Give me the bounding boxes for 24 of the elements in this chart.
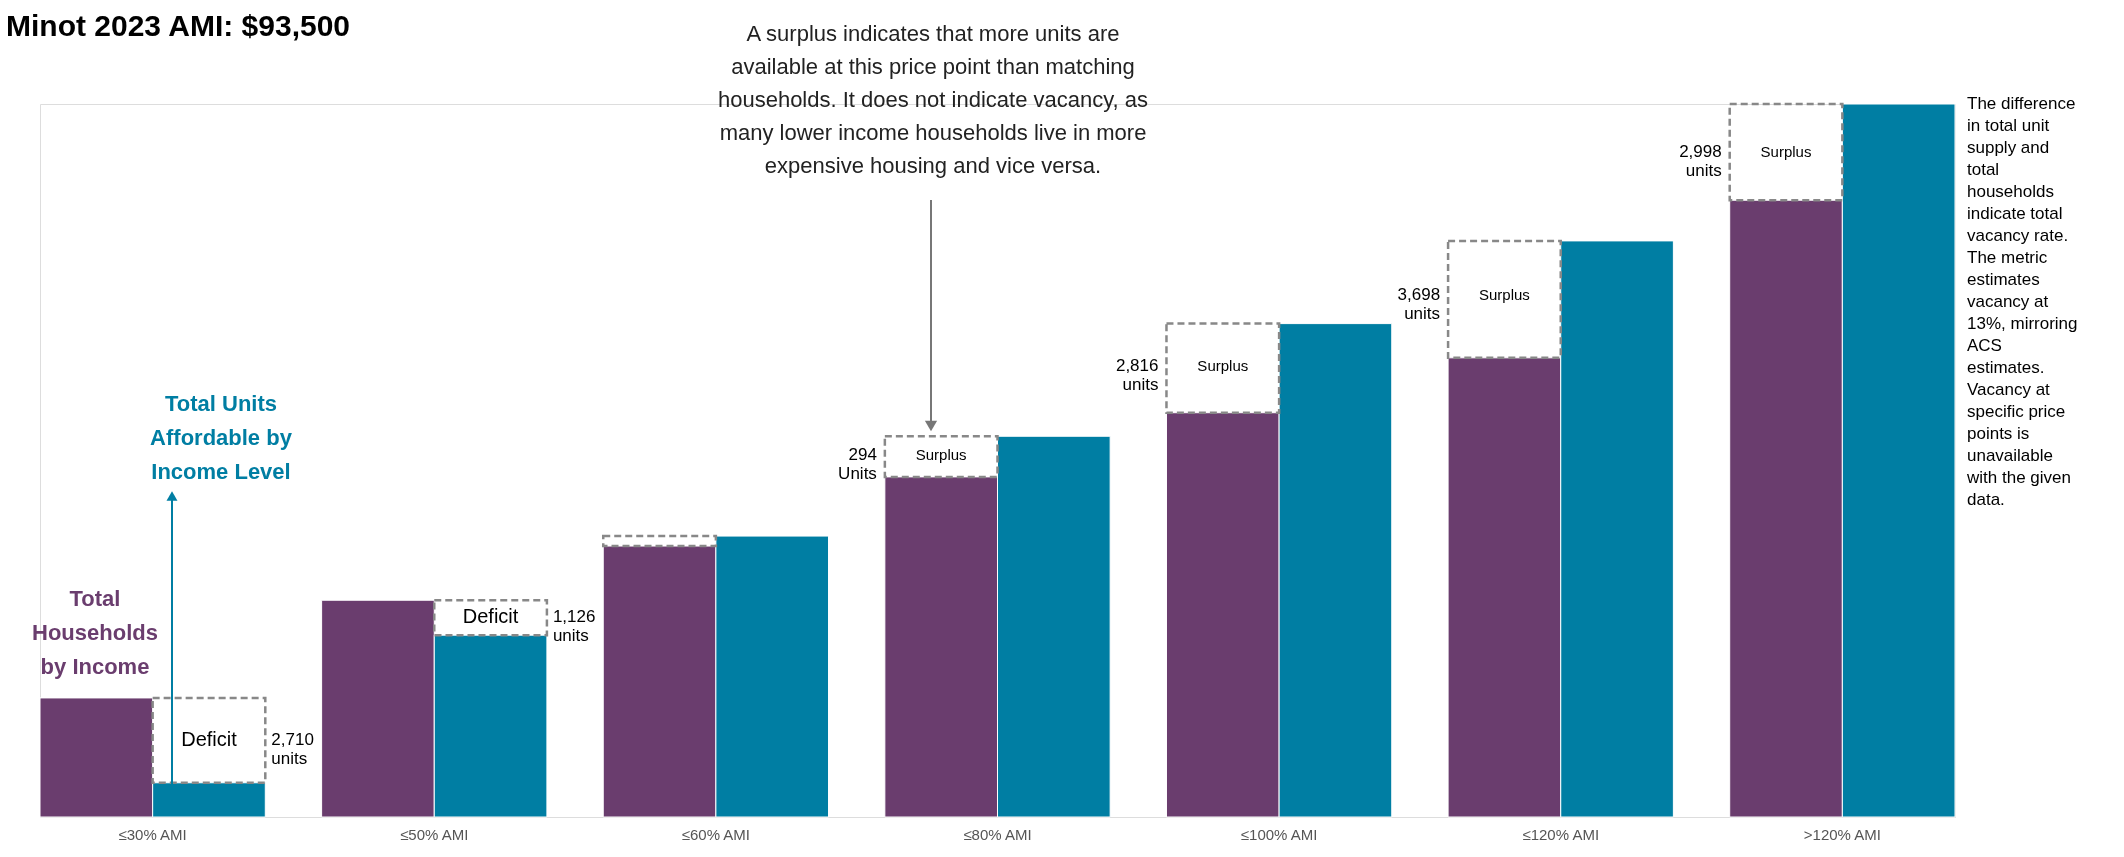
text: Total Units Affordable by Income Level [150, 391, 293, 484]
x-tick-label: ≤100% AMI [1240, 825, 1318, 843]
annotation: 2,998 units [1679, 141, 1722, 180]
annotation: Surplus [1197, 356, 1249, 374]
chart-title: Minot 2023 AMI: $93,500 [6, 9, 351, 42]
annotation: 2,816 units [1115, 355, 1159, 394]
x-tick-label: >120% AMI [1803, 825, 1881, 843]
annotation: 1,126 units [552, 606, 596, 645]
annotation: 294 Units [838, 444, 877, 483]
annotation: Deficit [462, 604, 519, 627]
annotation: Deficit [181, 728, 238, 750]
text: The difference in total unit supply and total households indicate total vacancy rate. The metric estimates vacancy at 13%, mirroring ACS estimates. Vacancy at specific price points is unavailable with the given data. [1967, 94, 2078, 509]
annotation: Surplus [1760, 142, 1812, 160]
annotation: 3,698 units [1397, 285, 1441, 324]
series-label: Total Households by Income [32, 586, 158, 679]
x-tick-label: ≤30% AMI [118, 825, 187, 843]
annotation: Surplus [1478, 286, 1530, 304]
annotation: Surplus [915, 445, 967, 463]
x-tick-label: ≤120% AMI [1522, 825, 1600, 843]
x-tick-label: ≤80% AMI [963, 825, 1032, 843]
annotation: 2,710 units [271, 730, 314, 768]
annotation: A surplus indicates that more units are available at this price point than matching households. It does not indicate vacancy, as many lower income households live in more expensive housing and vice versa. [717, 21, 1149, 178]
x-tick-label: ≤50% AMI [400, 825, 469, 843]
x-tick-label: ≤60% AMI [681, 825, 751, 843]
